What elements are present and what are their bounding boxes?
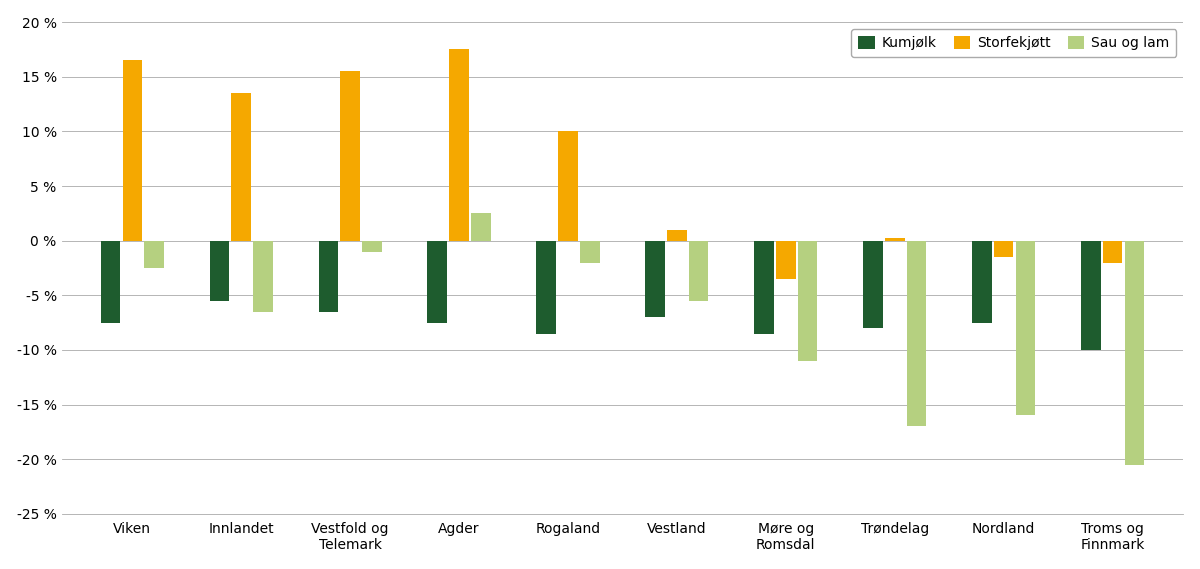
- Bar: [449, 50, 469, 241]
- Bar: [689, 241, 708, 301]
- Bar: [210, 241, 229, 301]
- Bar: [232, 93, 251, 241]
- Bar: [1103, 241, 1122, 262]
- Bar: [122, 60, 142, 241]
- Bar: [884, 238, 905, 241]
- Bar: [646, 241, 665, 317]
- Bar: [341, 71, 360, 241]
- Bar: [755, 241, 774, 333]
- Bar: [558, 131, 577, 241]
- Bar: [863, 241, 883, 328]
- Bar: [972, 241, 991, 323]
- Bar: [144, 241, 164, 268]
- Bar: [994, 241, 1014, 257]
- Bar: [1124, 241, 1144, 465]
- Bar: [1015, 241, 1036, 415]
- Bar: [580, 241, 600, 262]
- Bar: [427, 241, 448, 323]
- Bar: [472, 213, 491, 241]
- Bar: [101, 241, 120, 323]
- Bar: [253, 241, 272, 312]
- Bar: [798, 241, 817, 361]
- Bar: [318, 241, 338, 312]
- Bar: [1081, 241, 1100, 350]
- Bar: [362, 241, 382, 251]
- Legend: Kumjølk, Storfekjøtt, Sau og lam: Kumjølk, Storfekjøtt, Sau og lam: [852, 29, 1176, 57]
- Bar: [907, 241, 926, 426]
- Bar: [776, 241, 796, 279]
- Bar: [667, 230, 686, 241]
- Bar: [536, 241, 556, 333]
